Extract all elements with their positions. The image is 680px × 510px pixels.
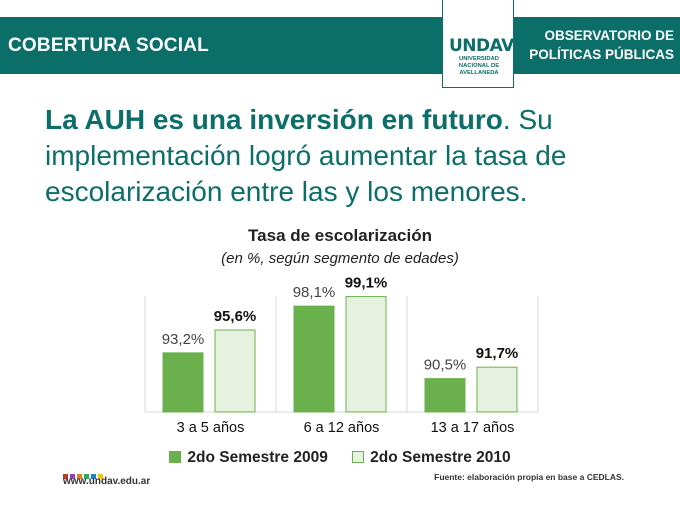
organization-name: OBSERVATORIO DE POLÍTICAS PÚBLICAS [518,26,674,64]
legend-label-2009: 2do Semestre 2009 [187,449,328,466]
category-label: 13 a 17 años [431,420,515,436]
data-label: 90,5% [424,357,467,374]
logo-subtitle: UNIVERSIDAD NACIONAL DE AVELLANEDA [458,56,500,76]
org-line-1: OBSERVATORIO DE [544,28,674,43]
legend-item-2010: 2do Semestre 2010 [352,449,511,467]
data-label: 95,6% [214,308,257,325]
brand-dot [91,474,96,479]
chart-title: Tasa de escolarización [248,226,432,245]
category-label: 3 a 5 años [177,420,245,436]
university-logo: UNDAV UNIVERSIDAD NACIONAL DE AVELLANEDA [442,0,514,88]
brand-dot [70,474,75,479]
legend-swatch-2010 [352,451,365,463]
brand-dot [63,474,68,479]
legend-swatch-2009 [169,451,182,463]
headline-bold: La AUH es una inversión en futuro [45,104,503,135]
brand-dot [77,474,82,479]
data-label: 91,7% [476,345,519,362]
section-title: COBERTURA SOCIAL [8,35,209,56]
data-label: 98,1% [293,284,336,301]
data-label: 93,2% [162,331,205,348]
headline: La AUH es una inversión en futuro. Su im… [45,102,665,210]
org-line-2: POLÍTICAS PÚBLICAS [529,47,674,62]
bar [424,378,466,413]
chart-legend: 2do Semestre 2009 2do Semestre 2010 [0,449,680,467]
bar [162,352,204,413]
bar [345,296,387,413]
bar [214,329,256,413]
brand-dots [63,466,105,484]
headline-rest: . Su implementación logró aumentar la ta… [45,104,567,207]
category-label: 6 a 12 años [304,420,380,436]
bar [476,366,518,413]
legend-item-2009: 2do Semestre 2009 [169,449,328,467]
header-band [0,17,680,74]
website-link[interactable]: www.undav.edu.ar [63,476,151,487]
legend-label-2010: 2do Semestre 2010 [370,449,511,466]
brand-dot [98,474,103,479]
chart-subtitle: (en %, según segmento de edades) [221,250,459,267]
brand-dot [84,474,89,479]
bar [293,305,335,413]
logo-mark: UNDAV [449,36,514,56]
data-label: 99,1% [345,275,388,292]
source-note: Fuente: elaboración propia en base a CED… [434,472,624,482]
